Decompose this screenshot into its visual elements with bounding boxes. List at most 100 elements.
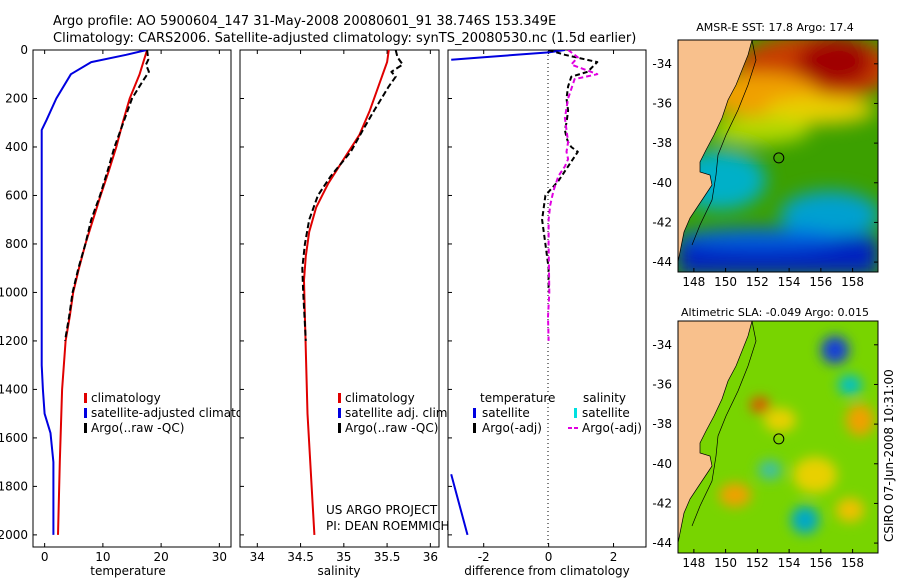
y-tick-label: -42 xyxy=(652,496,672,510)
legend-swatch-satellite xyxy=(338,408,341,418)
legend-satellite-adj: satellite adj. clim. xyxy=(345,406,451,420)
y-tick-label: 2000 xyxy=(0,528,28,542)
y-tick-label: 1200 xyxy=(0,334,28,348)
y-tick-label: 800 xyxy=(5,237,28,251)
x-tick-label: 158 xyxy=(841,275,864,289)
y-tick-label: -36 xyxy=(652,96,672,110)
figure-title-line1: Argo profile: AO 5900604_147 31-May-2008… xyxy=(53,14,556,29)
salinity-axis: 34 34.5 35 35.5 36 xyxy=(240,49,438,564)
depth-axis: 0 200 400 600 800 1000 1200 1400 1600 1800 2000 xyxy=(0,43,37,542)
x-tick-label: 148 xyxy=(682,556,705,570)
temperature-legend: climatology satellite-adjusted climatolo… xyxy=(84,391,269,435)
y-tick-label: -36 xyxy=(652,377,672,391)
legend-swatch-argo xyxy=(84,423,87,433)
series-line-deep-segment xyxy=(450,474,469,536)
legend-swatch-climatology xyxy=(84,393,87,403)
figure-title-line2: Climatology: CARS2006. Satellite-adjuste… xyxy=(53,31,636,46)
legend-s-argo: Argo(-adj) xyxy=(582,421,642,435)
series-line-climatology xyxy=(303,50,390,535)
y-tick-label: -40 xyxy=(652,176,672,190)
x-tick-label: 150 xyxy=(714,275,737,289)
legend-swatch-s-satellite xyxy=(574,408,577,418)
legend-header-temperature: temperature xyxy=(480,391,555,405)
series-line-argo-adj- xyxy=(541,50,599,293)
sst-field xyxy=(678,40,878,272)
legend-t-satellite: satellite xyxy=(482,406,530,420)
difference-legend: temperature salinity satellite Argo(-adj… xyxy=(473,391,642,435)
legend-argo: Argo(..raw -QC) xyxy=(91,421,184,435)
x-tick-label: 34.5 xyxy=(287,550,314,564)
legend-t-argo: Argo(-adj) xyxy=(482,421,542,435)
x-tick-label: 35 xyxy=(336,550,351,564)
legend-argo: Argo(..raw -QC) xyxy=(345,421,438,435)
legend-swatch-climatology xyxy=(338,393,341,403)
salinity-xlabel: salinity xyxy=(317,564,360,578)
x-tick-label: 156 xyxy=(809,556,832,570)
salinity-legend: climatology satellite adj. clim. Argo(..… xyxy=(338,391,451,435)
x-tick-label: 10 xyxy=(95,550,110,564)
x-tick-label: 150 xyxy=(714,556,737,570)
series-line-satellite xyxy=(451,50,566,61)
x-tick-label: 152 xyxy=(746,556,769,570)
y-tick-label: -38 xyxy=(652,136,672,150)
difference-xlabel: difference from climatology xyxy=(464,564,630,578)
x-tick-label: 2 xyxy=(610,550,618,564)
x-tick-label: 36 xyxy=(423,550,438,564)
x-tick-label: 30 xyxy=(212,550,227,564)
sla-field xyxy=(678,321,878,553)
x-tick-label: -2 xyxy=(478,550,490,564)
x-tick-label: 156 xyxy=(809,275,832,289)
x-tick-label: 20 xyxy=(153,550,168,564)
x-tick-label: 0 xyxy=(545,550,553,564)
temperature-xlabel: temperature xyxy=(90,564,165,578)
x-tick-label: 148 xyxy=(682,275,705,289)
y-tick-label: 600 xyxy=(5,188,28,202)
legend-swatch-t-argo xyxy=(473,423,476,433)
series-line-satellite-adjusted-climatology xyxy=(40,50,147,535)
sst-map-title: AMSR-E SST: 17.8 Argo: 17.4 xyxy=(696,21,854,34)
temperature-axis: 0 10 20 30 xyxy=(41,50,227,564)
legend-swatch-argo xyxy=(338,423,341,433)
legend-satellite-adjusted: satellite-adjusted climatology xyxy=(91,406,269,420)
sla-map-title: Altimetric SLA: -0.049 Argo: 0.015 xyxy=(681,306,869,319)
salinity-panel: 34 34.5 35 35.5 36 salinity climatology sate… xyxy=(239,49,451,578)
sst-map-axes: 148 150 152 154 156 158 -34 -36 -38 -40 -42 -44 xyxy=(652,57,878,289)
y-tick-label: 200 xyxy=(5,91,28,105)
y-tick-label: 400 xyxy=(5,140,28,154)
argo-location-marker xyxy=(773,433,785,445)
y-tick-label: 1000 xyxy=(0,285,28,299)
legend-swatch-satellite xyxy=(84,408,87,418)
temperature-series xyxy=(40,50,150,535)
project-credit: US ARGO PROJECT xyxy=(326,503,438,517)
timestamp-credit: CSIRO 07-Jun-2008 10:31:00 xyxy=(882,369,896,542)
x-tick-label: 0 xyxy=(41,550,49,564)
x-tick-label: 154 xyxy=(778,556,801,570)
temperature-panel: 0 200 400 600 800 1000 1200 1400 1600 1800 2000 0 1… xyxy=(0,43,269,578)
difference-series xyxy=(450,50,599,536)
x-tick-label: 35.5 xyxy=(374,550,401,564)
sla-map-axes: 148 150 152 154 156 158 -34 -36 -38 -40 -42 -44 xyxy=(652,338,878,570)
series-line-argo-raw-qc- xyxy=(301,50,404,341)
legend-s-satellite: satellite xyxy=(582,406,630,420)
salinity-series xyxy=(301,50,404,535)
series-line-argo-raw-qc- xyxy=(64,50,150,342)
y-tick-label: 1800 xyxy=(0,479,28,493)
argo-location-marker xyxy=(773,152,785,164)
y-tick-label: -40 xyxy=(652,457,672,471)
legend-swatch-t-satellite xyxy=(473,408,476,418)
sla-map: Altimetric SLA: -0.049 Argo: 0.015 148 15… xyxy=(652,306,879,570)
legend-climatology: climatology xyxy=(345,391,415,405)
y-tick-label: 1400 xyxy=(0,382,28,396)
legend-header-salinity: salinity xyxy=(583,391,626,405)
y-tick-label: 1600 xyxy=(0,431,28,445)
pi-credit: PI: DEAN ROEMMICH xyxy=(326,519,449,533)
y-tick-label: -34 xyxy=(652,57,672,71)
x-tick-label: 34 xyxy=(250,550,265,564)
y-tick-label: -42 xyxy=(652,215,672,229)
y-tick-label: -38 xyxy=(652,417,672,431)
x-tick-label: 152 xyxy=(746,275,769,289)
y-tick-label: -44 xyxy=(652,536,672,550)
y-tick-label: -44 xyxy=(652,255,672,269)
x-tick-label: 158 xyxy=(841,556,864,570)
y-tick-label: 0 xyxy=(20,43,28,57)
